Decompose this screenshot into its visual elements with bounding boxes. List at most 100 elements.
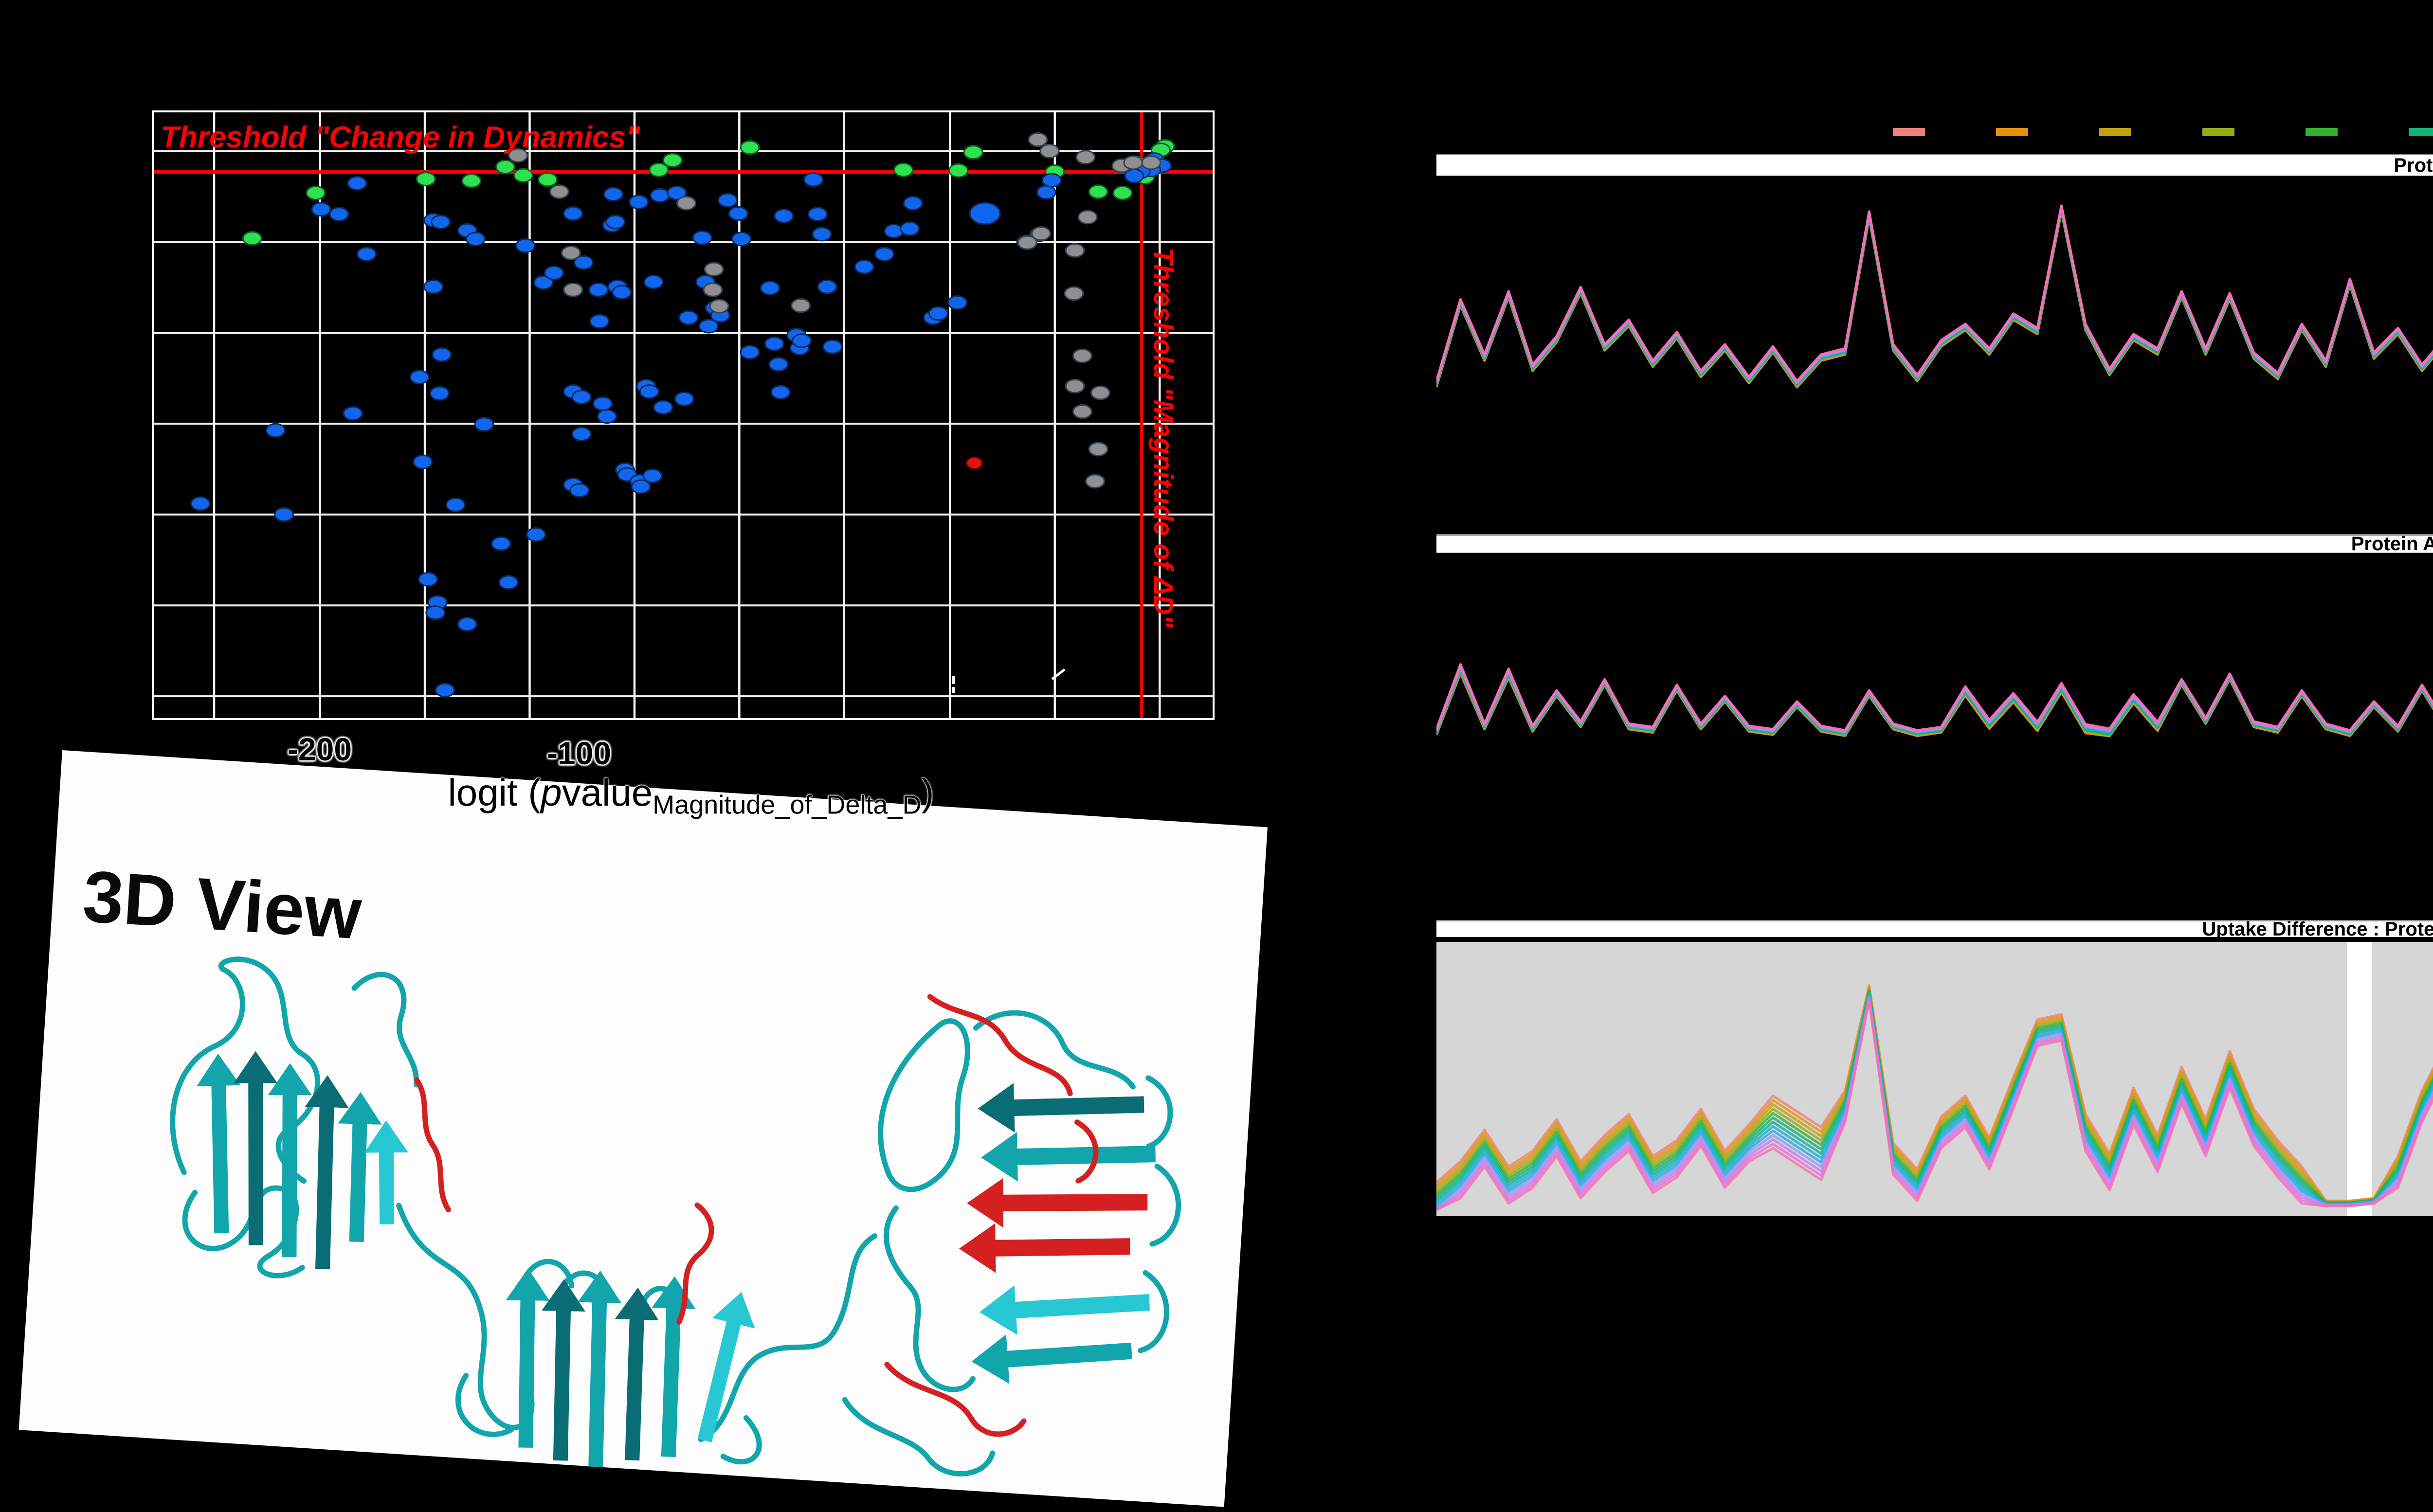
scatter-point-gray [1031, 226, 1051, 241]
scatter-point-blue [474, 417, 494, 432]
scatter-point-gray [703, 282, 723, 297]
uptake-trace-series-13 [1436, 1000, 2433, 1211]
scatter-point-blue [740, 345, 760, 360]
scatter-point-blue [593, 396, 613, 411]
scatter-point-large_blue [969, 202, 1001, 225]
volcano-scatter-svg[interactable] [154, 112, 1213, 718]
scatter-point-gray [1072, 348, 1092, 363]
scatter-point-blue [445, 497, 466, 512]
tick-artifact [1051, 668, 1066, 680]
scatter-point-blue [491, 536, 511, 551]
scatter-point-gray [1028, 132, 1048, 147]
scatter-point-green [893, 162, 914, 178]
legend-swatch-timepoint-1 [1893, 128, 1925, 136]
scatter-point-green [242, 231, 262, 246]
scatter-point-blue [432, 347, 452, 362]
scatter-point-blue [588, 282, 609, 297]
scatter-point-gray [1065, 378, 1085, 394]
timepoint-legend [1893, 128, 2433, 138]
scatter-point-green [963, 145, 983, 160]
scatter-point-blue [597, 409, 617, 424]
legend-swatch-timepoint-4 [2202, 128, 2234, 136]
x-axis-label-subscript: Magnitude_of_Delta_D [653, 790, 922, 820]
scatter-point-blue [603, 187, 623, 202]
scatter-point-blue [413, 454, 433, 469]
scatter-point-gray [1085, 474, 1105, 489]
x-tick-label-100: -100 [546, 735, 612, 771]
scatter-point-blue [430, 386, 450, 401]
coverage-gap [2347, 942, 2372, 1216]
scatter-point-green [416, 171, 436, 186]
scatter-point-blue [812, 227, 832, 242]
scatter-point-gray [1077, 210, 1098, 225]
scatter-point-blue [792, 333, 812, 348]
x-tick-label-200: -200 [287, 731, 352, 767]
scatter-point-blue [639, 384, 659, 399]
scatter-point-blue [903, 196, 923, 211]
scatter-point-blue [678, 310, 699, 325]
scatter-point-blue [329, 207, 349, 222]
scatter-point-blue [760, 281, 780, 296]
scatter-point-gray [709, 299, 729, 314]
scatter-point-blue [822, 339, 843, 354]
scatter-point-green [495, 160, 515, 175]
scatter-point-blue [589, 314, 610, 329]
volcano-plot[interactable]: Threshold "Change in Dynamics" Threshold… [152, 110, 1215, 720]
scatter-point-green [461, 173, 482, 188]
scatter-point-blue [728, 206, 748, 221]
scatter-point-blue [515, 238, 536, 253]
scatter-point-blue [409, 370, 430, 385]
scatter-point-blue [807, 207, 828, 222]
scatter-point-blue [425, 605, 446, 620]
scatter-point-blue [674, 391, 694, 406]
scatter-point-blue [731, 232, 752, 247]
scatter-point-green [1112, 185, 1133, 200]
scatter-point-blue [526, 527, 546, 542]
3d-view-panel[interactable]: 3D View [18, 750, 1268, 1507]
scatter-point-blue [457, 617, 477, 632]
scatter-point-blue [947, 295, 968, 310]
scatter-point-blue [803, 172, 824, 187]
legend-swatch-timepoint-3 [2099, 128, 2131, 136]
threshold-magnitude-label: Threshold "Magnitude of ΔD" [1148, 248, 1179, 628]
scatter-point-green [948, 163, 969, 178]
scatter-point-green [537, 172, 558, 187]
scatter-point-blue [667, 185, 687, 200]
scatter-point-blue [356, 247, 377, 262]
scatter-point-blue [874, 247, 894, 262]
uptake-difference-chart[interactable] [1436, 949, 2433, 1211]
ribbon-strands-bottom [506, 1268, 755, 1467]
tick-artifact [952, 676, 955, 684]
scatter-point-gray [1075, 150, 1096, 165]
scatter-point-gray [561, 245, 581, 260]
scatter-point-red [965, 456, 983, 470]
scatter-point-blue [431, 215, 451, 230]
uptake-chart-protein-a-ligand[interactable] [1436, 627, 2433, 738]
scatter-point-blue [692, 230, 712, 245]
scatter-point-blue [274, 507, 294, 522]
scatter-point-gray [1064, 286, 1084, 301]
scatter-point-green [649, 162, 669, 178]
scatter-point-blue [817, 279, 837, 294]
protein-structure-svg[interactable] [121, 917, 1252, 1512]
scatter-point-blue [642, 468, 663, 483]
scatter-point-blue [544, 265, 564, 280]
uptake-chart-protein-a[interactable] [1436, 204, 2433, 409]
scatter-point-blue [631, 479, 651, 494]
ribbon-strands-right [959, 1083, 1156, 1384]
scatter-point-blue [629, 195, 649, 210]
scatter-point-blue [854, 259, 874, 274]
scatter-point-blue [770, 385, 791, 400]
scatter-point-blue [466, 232, 486, 247]
scatter-point-blue [311, 202, 331, 217]
scatter-point-blue [768, 357, 789, 372]
scatter-point-blue [533, 275, 554, 290]
scatter-point-gray [1065, 243, 1085, 258]
scatter-point-gray [676, 196, 697, 211]
scatter-point-blue [265, 423, 286, 438]
scatter-point-blue [900, 221, 920, 236]
scatter-point-gray [1090, 385, 1110, 400]
app-canvas: Threshold "Change in Dynamics" Threshold… [18, 110, 2433, 1507]
scatter-point-gray [549, 184, 569, 199]
ribbon-strands-left [197, 1051, 408, 1269]
